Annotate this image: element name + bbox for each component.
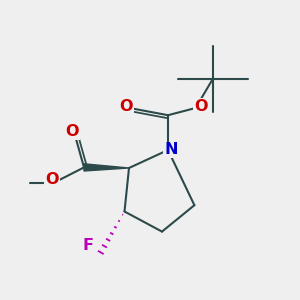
Text: O: O bbox=[194, 99, 208, 114]
Text: F: F bbox=[82, 238, 93, 253]
Text: N: N bbox=[164, 142, 178, 158]
Text: O: O bbox=[45, 172, 59, 188]
Polygon shape bbox=[84, 164, 129, 171]
Text: O: O bbox=[65, 124, 79, 140]
Text: O: O bbox=[119, 99, 133, 114]
